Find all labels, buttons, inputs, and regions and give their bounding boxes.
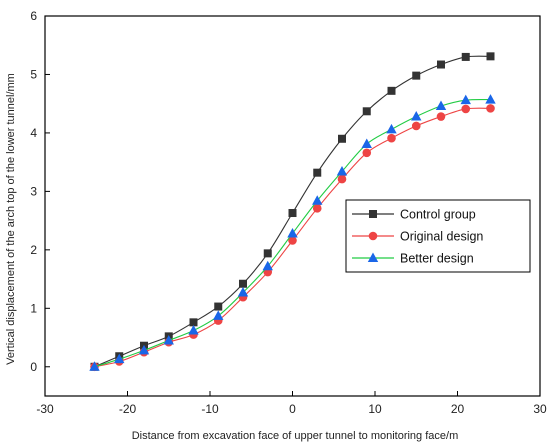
data-point-better-design	[188, 325, 199, 335]
x-tick-label: -20	[119, 402, 137, 416]
data-point-original-design	[461, 104, 471, 114]
data-point-control-group	[214, 302, 223, 311]
legend-label-better-design: Better design	[400, 252, 474, 266]
y-tick-label: 3	[30, 184, 37, 198]
data-point-better-design	[485, 94, 496, 104]
data-point-control-group	[486, 52, 495, 61]
legend-marker-original-design	[368, 231, 378, 241]
x-tick-label: 0	[289, 402, 296, 416]
data-point-better-design	[114, 353, 125, 364]
data-point-original-design	[387, 133, 396, 143]
data-point-original-design	[312, 204, 322, 213]
x-axis-label: Distance from excavation face of upper t…	[132, 430, 459, 442]
series-better-design	[89, 94, 496, 371]
data-point-original-design	[337, 174, 347, 184]
x-tick-label: 10	[368, 402, 382, 416]
y-tick-label: 5	[30, 67, 37, 81]
data-point-original-design	[362, 148, 372, 158]
data-point-original-design	[288, 236, 297, 245]
y-axis-label: Vertical displacement of the arch top of…	[5, 73, 17, 365]
data-point-better-design	[287, 227, 298, 238]
data-point-better-design	[386, 123, 397, 134]
legend-entry-original-design: Original design	[352, 230, 483, 244]
data-point-better-design	[312, 195, 323, 205]
y-tick-label: 0	[30, 360, 37, 374]
data-point-better-design	[262, 260, 273, 271]
legend-entry-better-design: Better design	[352, 252, 474, 266]
data-point-control-group	[387, 86, 396, 95]
data-point-better-design	[237, 287, 249, 297]
y-tick-label: 4	[30, 126, 37, 140]
data-point-control-group	[412, 71, 421, 80]
axes: -30 -20 -10 0 10 20 30 0 1 2 3 4 5 6	[30, 9, 547, 416]
data-point-control-group	[288, 209, 297, 218]
data-point-control-group	[189, 318, 198, 327]
data-point-better-design	[89, 361, 100, 371]
data-point-better-design	[213, 310, 224, 320]
series-layer	[89, 52, 496, 372]
legend-entry-control-group: Control group	[352, 208, 476, 222]
data-point-control-group	[313, 168, 322, 177]
y-tick-label: 2	[30, 243, 37, 257]
legend: Control group Original design Better desig…	[345, 199, 531, 273]
data-point-control-group	[362, 107, 371, 116]
data-point-better-design	[163, 334, 174, 345]
data-point-better-design	[138, 344, 150, 355]
legend-label-control-group: Control group	[400, 208, 476, 222]
legend-marker-better-design	[367, 252, 379, 262]
y-tick-label: 6	[30, 9, 37, 23]
legend-label-original-design: Original design	[400, 230, 483, 244]
data-point-better-design	[460, 94, 471, 105]
x-tick-label: 30	[533, 402, 547, 416]
data-point-better-design	[361, 138, 372, 149]
data-point-original-design	[486, 104, 495, 113]
x-tick-label: 20	[451, 402, 465, 416]
data-point-control-group	[437, 60, 445, 69]
data-point-better-design	[411, 111, 422, 121]
x-tick-label: -30	[36, 402, 54, 416]
data-point-control-group	[263, 249, 272, 258]
x-tick-label: -10	[201, 402, 219, 416]
legend-marker-control-group	[369, 210, 377, 218]
data-point-original-design	[411, 121, 421, 131]
data-point-original-design	[436, 112, 446, 121]
data-point-control-group	[338, 134, 346, 143]
data-point-control-group	[461, 52, 470, 61]
y-tick-label: 1	[30, 301, 37, 315]
data-point-control-group	[239, 279, 247, 288]
data-point-better-design	[336, 166, 348, 176]
data-point-better-design	[435, 100, 447, 111]
